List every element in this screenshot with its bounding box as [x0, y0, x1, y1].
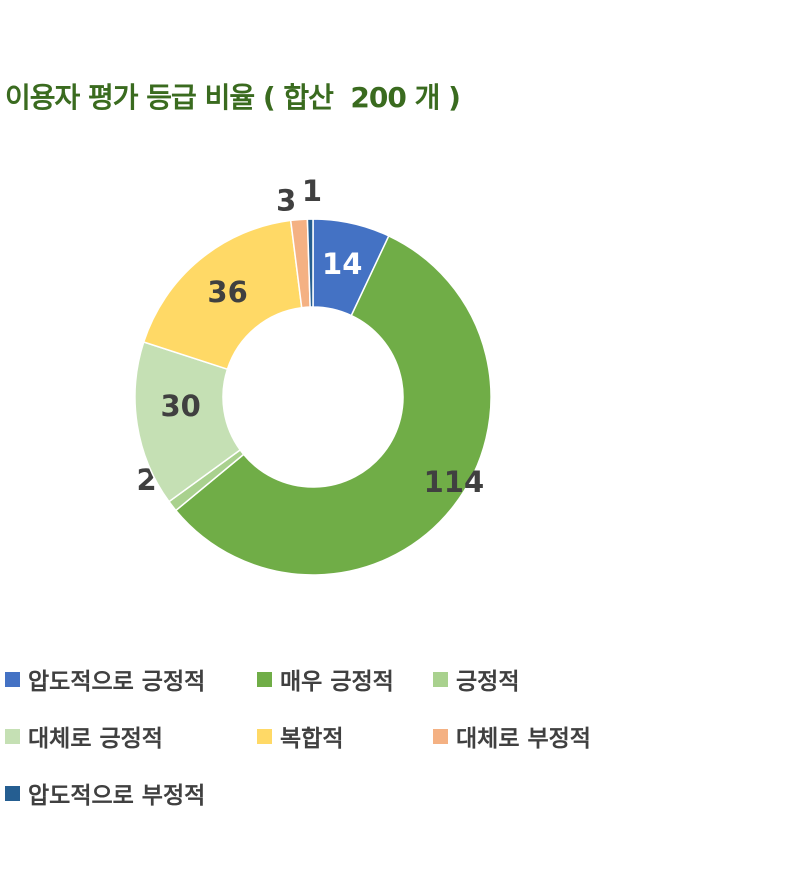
- legend-swatch-2: [257, 671, 272, 687]
- legend-item-3: 긍정적: [433, 662, 519, 696]
- data-label-7: 1: [302, 174, 322, 208]
- data-label-2: 114: [424, 465, 485, 499]
- donut-slice-2: [174, 234, 492, 576]
- data-label-5: 36: [207, 275, 247, 309]
- legend-swatch-3: [433, 671, 448, 687]
- legend-swatch-6: [433, 728, 448, 744]
- legend-label-6: 대체로 부정적: [456, 726, 591, 752]
- legend-item-7: 압도적으로 부정적: [5, 776, 205, 810]
- legend-swatch-4: [5, 728, 20, 744]
- legend-label-3: 긍정적: [456, 669, 520, 695]
- donut-slice-4: [134, 341, 242, 503]
- legend-label-1: 압도적으로 긍정적: [28, 669, 206, 695]
- chart-title: 이용자 평가 등급 비율 ( 합산 200 개 ): [5, 81, 461, 114]
- legend-item-5: 복합적: [257, 719, 343, 753]
- legend-item-1: 압도적으로 긍정적: [5, 662, 205, 696]
- legend-item-6: 대체로 부정적: [433, 719, 591, 753]
- legend-label-5: 복합적: [280, 726, 344, 752]
- data-label-1: 14: [322, 247, 362, 281]
- legend-swatch-5: [257, 728, 272, 744]
- donut-slice-7: [306, 218, 314, 308]
- legend-item-4: 대체로 긍정적: [5, 719, 163, 753]
- data-label-4: 30: [160, 389, 200, 423]
- legend-swatch-7: [5, 785, 20, 801]
- legend-label-4: 대체로 긍정적: [28, 726, 163, 752]
- donut-slice-5: [142, 219, 303, 371]
- legend-swatch-1: [5, 671, 20, 687]
- legend-label-7: 압도적으로 부정적: [28, 783, 206, 809]
- legend-item-2: 매우 긍정적: [257, 662, 394, 696]
- data-label-6: 3: [276, 184, 296, 218]
- legend-label-2: 매우 긍정적: [280, 669, 394, 695]
